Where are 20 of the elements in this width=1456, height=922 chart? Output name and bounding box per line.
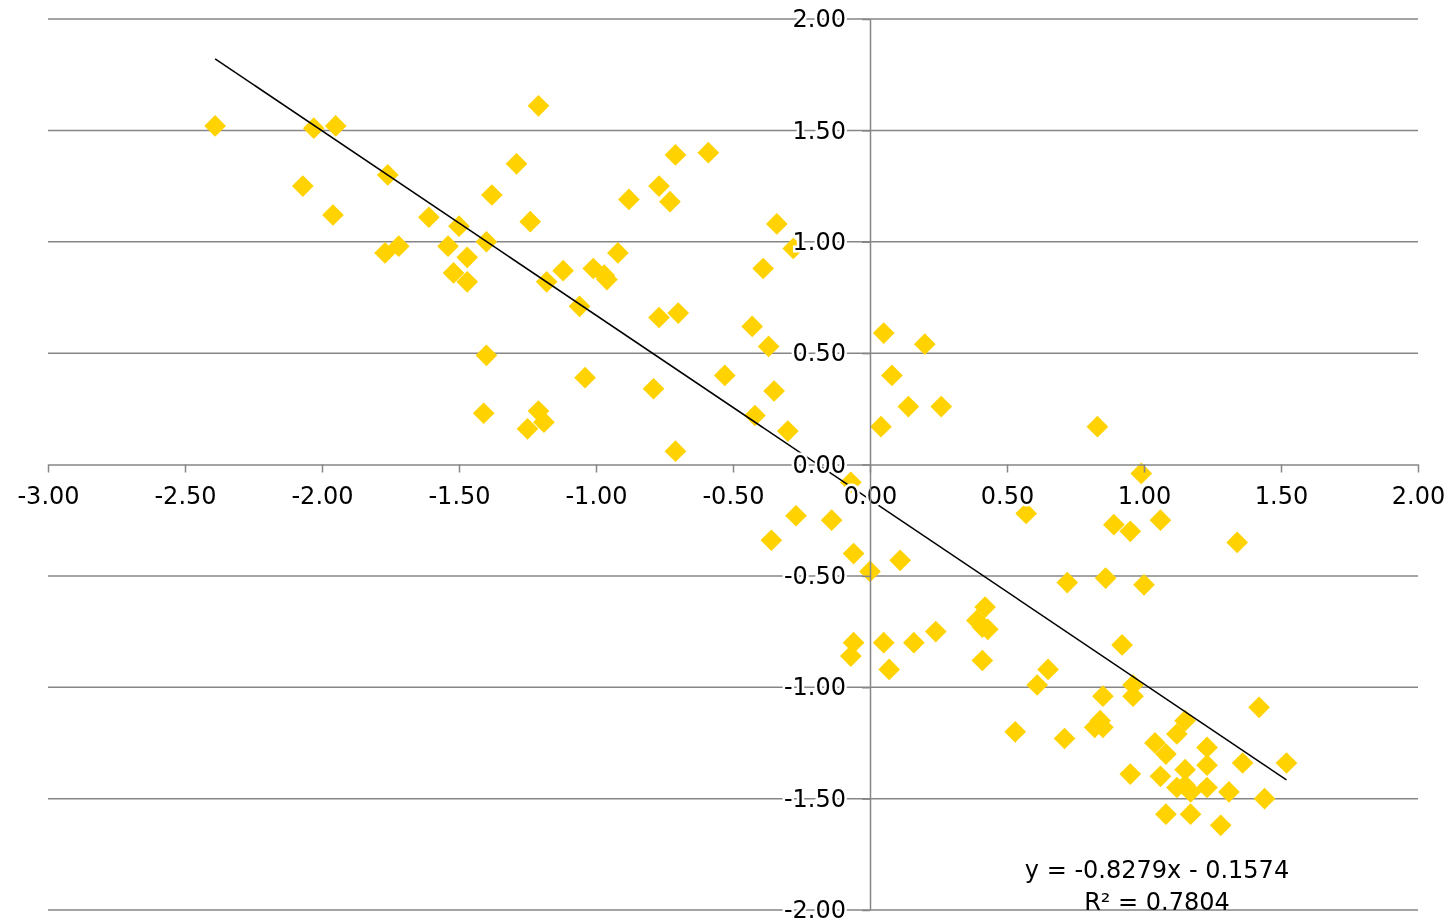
x-tick-label: -1.00 bbox=[565, 481, 628, 510]
x-tick-label: -3.00 bbox=[17, 481, 80, 510]
x-tick-label: 1.00 bbox=[1117, 481, 1172, 510]
y-tick-label: -1.50 bbox=[783, 784, 846, 813]
x-tick-label: 0.50 bbox=[980, 481, 1035, 510]
x-tick-label: 2.00 bbox=[1391, 481, 1446, 510]
y-tick-label: 2.00 bbox=[792, 5, 846, 34]
y-tick-label: 0.50 bbox=[792, 339, 846, 368]
y-tick-label: -1.00 bbox=[783, 673, 846, 702]
y-tick-label: -2.00 bbox=[783, 896, 846, 922]
x-tick-label: -2.00 bbox=[291, 481, 354, 510]
x-tick-label: -0.50 bbox=[702, 481, 765, 510]
x-tick-label: -2.50 bbox=[154, 481, 217, 510]
x-tick-label: 1.50 bbox=[1254, 481, 1309, 510]
annotation: y = -0.8279x - 0.1574 bbox=[1024, 856, 1290, 884]
y-tick-label: 1.00 bbox=[792, 227, 846, 256]
y-tick-label: -0.50 bbox=[783, 562, 846, 591]
y-tick-label: 1.50 bbox=[792, 116, 846, 145]
annotation: R² = 0.7804 bbox=[1084, 888, 1230, 916]
x-tick-label: -1.50 bbox=[428, 481, 491, 510]
